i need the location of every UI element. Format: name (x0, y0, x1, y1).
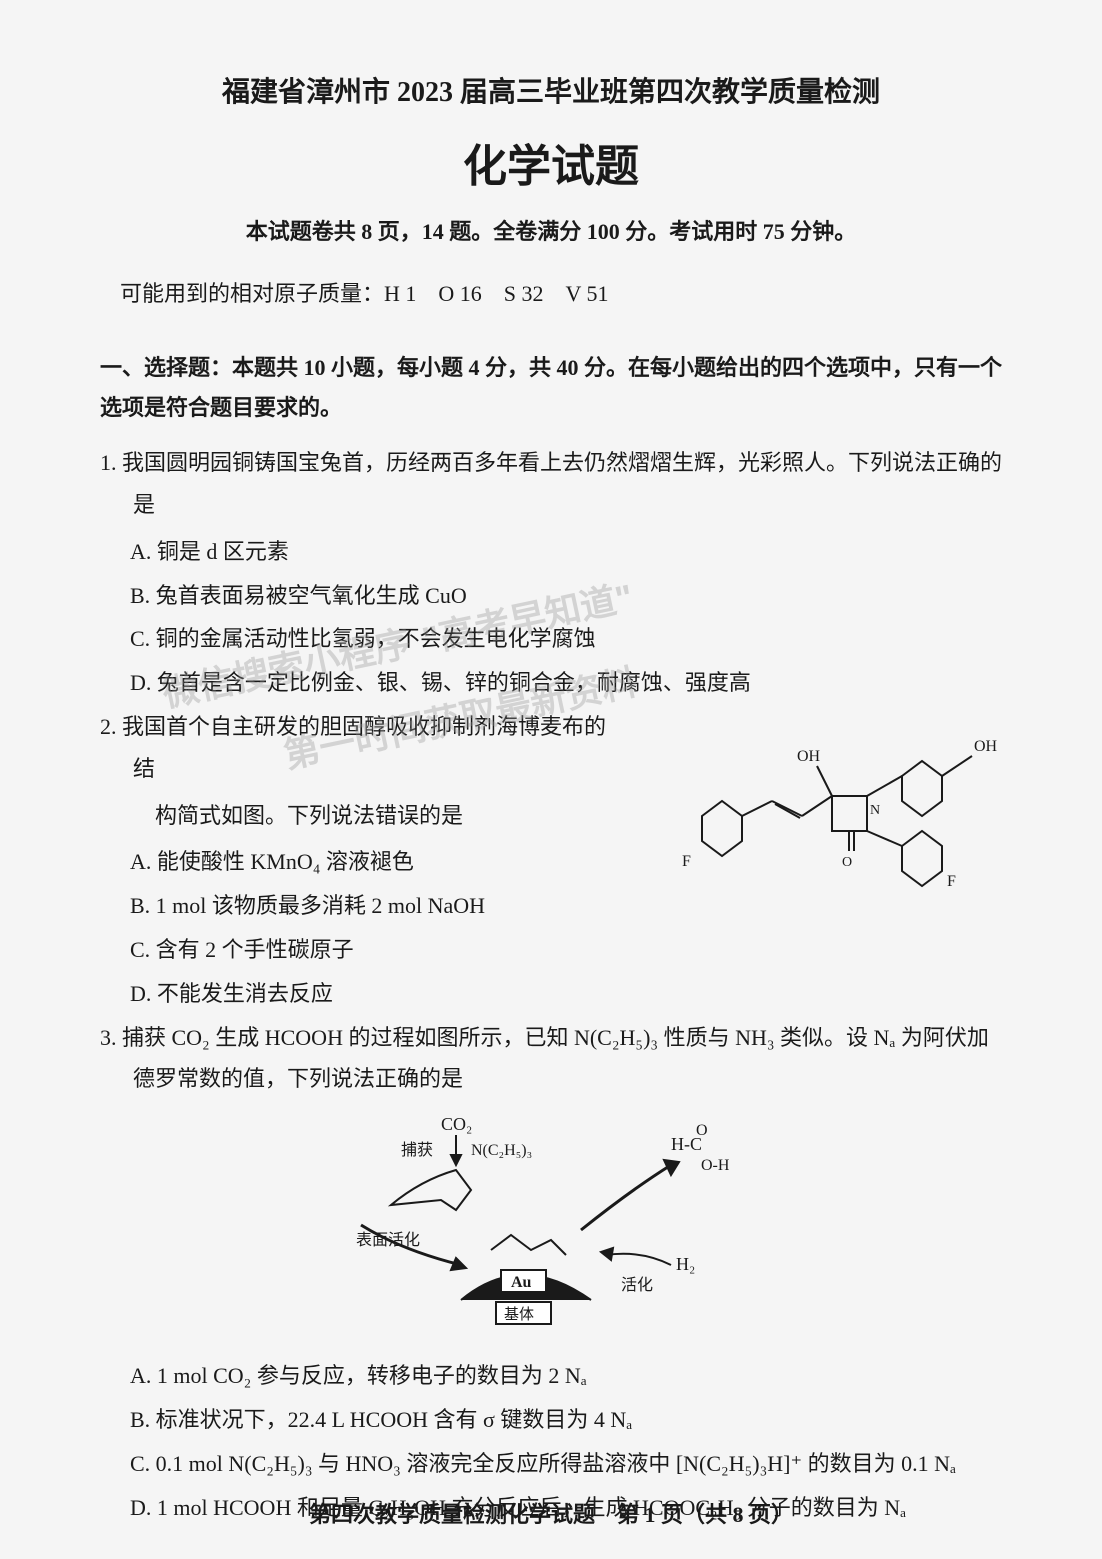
q1-option-b: B. 兔首表面易被空气氧化生成 CuO (130, 575, 1002, 617)
page-footer: 第四次教学质量检测化学试题 第 1 页（共 8 页） (0, 1497, 1102, 1529)
atomic-mass-info: 可能用到的相对原子质量：H 1 O 16 S 32 V 51 (120, 276, 1002, 308)
subtitle: 本试题卷共 8 页，14 题。全卷满分 100 分。考试用时 75 分钟。 (100, 214, 1002, 246)
q2-option-c: C. 含有 2 个手性碳原子 (130, 929, 610, 971)
q3-option-a: A. 1 mol CO₂ 参与反应，转移电子的数目为 2 Nₐ (130, 1355, 1002, 1397)
q2-option-d: D. 不能发生消去反应 (130, 973, 610, 1015)
main-title: 化学试题 (100, 130, 1002, 194)
svg-text:基体: 基体 (504, 1306, 534, 1323)
svg-text:CO₂: CO₂ (441, 1114, 472, 1134)
svg-text:N(C₂H₅)₃: N(C₂H₅)₃ (471, 1142, 532, 1159)
reaction-diagram: CO₂ 捕获 N(C₂H₅)₃ 表面活化 Au 基体 H₂ 活化 H-C O-H… (301, 1110, 801, 1340)
svg-text:N: N (870, 803, 880, 818)
q1-options: A. 铜是 d 区元素 B. 兔首表面易被空气氧化生成 CuO C. 铜的金属活… (130, 531, 1002, 704)
question-1: 1. 我国圆明园铜铸国宝兔首，历经两百多年看上去仍然熠熠生辉，光彩照人。下列说法… (133, 442, 1002, 526)
svg-text:O-H: O-H (701, 1157, 730, 1174)
q3-option-b: B. 标准状况下，22.4 L HCOOH 含有 σ 键数目为 4 Nₐ (130, 1399, 1002, 1441)
question-3: 3. 捕获 CO₂ 生成 HCOOH 的过程如图所示，已知 N(C₂H₅)₃ 性… (133, 1017, 1002, 1101)
svg-text:F: F (947, 873, 956, 890)
question-2-container: 2. 我国首个自主研发的胆固醇吸收抑制剂海博麦布的结 构简式如图。下列说法错误的… (100, 706, 1002, 1015)
svg-text:捕获: 捕获 (401, 1141, 433, 1159)
svg-text:H₂: H₂ (676, 1254, 695, 1274)
q2-options: A. 能使酸性 KMnO₄ 溶液褪色 B. 1 mol 该物质最多消耗 2 mo… (130, 841, 610, 1014)
molecule-structure-diagram: F OH O N OH F (642, 696, 1032, 896)
q2-option-b: B. 1 mol 该物质最多消耗 2 mol NaOH (130, 885, 610, 927)
q3-option-c: C. 0.1 mol N(C₂H₅)₃ 与 HNO₃ 溶液完全反应所得盐溶液中 … (130, 1443, 1002, 1485)
section-header: 一、选择题：本题共 10 小题，每小题 4 分，共 40 分。在每小题给出的四个… (100, 348, 1002, 427)
q2-option-a: A. 能使酸性 KMnO₄ 溶液褪色 (130, 841, 610, 883)
svg-text:OH: OH (974, 738, 998, 755)
svg-text:OH: OH (797, 748, 821, 765)
svg-text:O: O (696, 1122, 708, 1139)
exam-header: 福建省漳州市 2023 届高三毕业班第四次教学质量检测 (100, 70, 1002, 110)
svg-text:活化: 活化 (621, 1276, 653, 1294)
q1-option-a: A. 铜是 d 区元素 (130, 531, 1002, 573)
svg-text:Au: Au (511, 1274, 532, 1291)
svg-text:F: F (682, 853, 691, 870)
question-2-line2: 构简式如图。下列说法错误的是 (155, 795, 610, 837)
svg-text:O: O (842, 855, 852, 870)
q1-option-c: C. 铜的金属活动性比氢弱，不会发生电化学腐蚀 (130, 618, 1002, 660)
question-2-line1: 2. 我国首个自主研发的胆固醇吸收抑制剂海博麦布的结 (133, 706, 610, 790)
